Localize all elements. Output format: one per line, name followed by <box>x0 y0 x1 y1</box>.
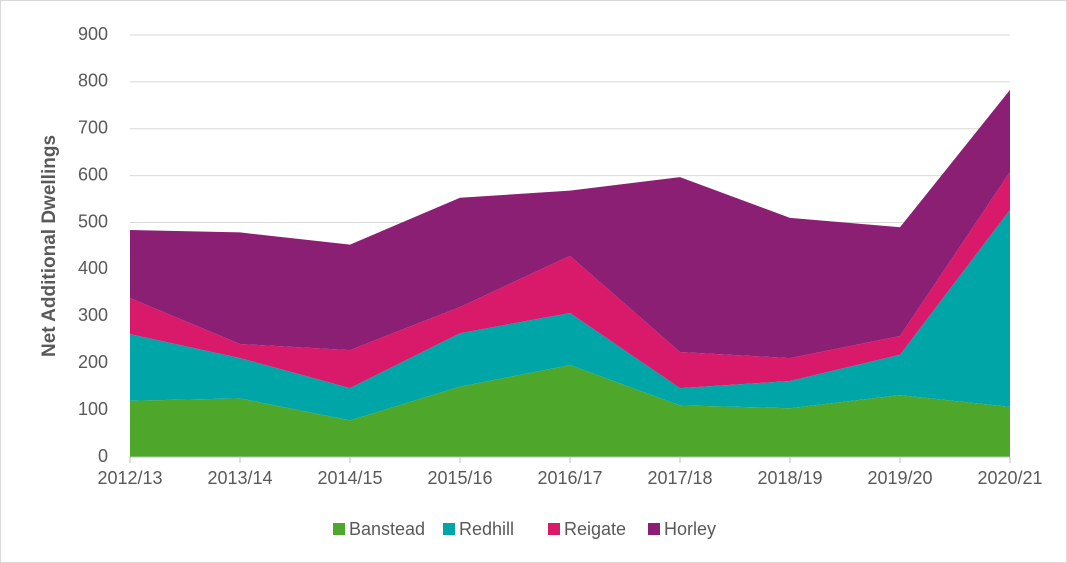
area <box>130 365 1010 457</box>
x-tick-label: 2018/19 <box>757 468 822 488</box>
legend-swatch <box>548 523 560 535</box>
area <box>130 171 1010 389</box>
legend-swatch <box>443 523 455 535</box>
y-tick-label: 700 <box>78 118 108 138</box>
y-tick-label: 200 <box>78 352 108 372</box>
y-tick-label: 500 <box>78 211 108 231</box>
y-tick-label: 300 <box>78 305 108 325</box>
y-tick-label: 0 <box>98 446 108 466</box>
x-tick-label: 2020/21 <box>977 468 1042 488</box>
x-tick-label: 2019/20 <box>867 468 932 488</box>
y-tick-label: 600 <box>78 164 108 184</box>
y-tick-label: 100 <box>78 399 108 419</box>
legend-label: Reigate <box>564 519 626 539</box>
y-tick-label: 900 <box>78 24 108 44</box>
legend-label: Horley <box>664 519 716 539</box>
area <box>130 89 1010 359</box>
legend-label: Banstead <box>349 519 425 539</box>
legend-swatch <box>333 523 345 535</box>
x-tick-label: 2017/18 <box>647 468 712 488</box>
legend-swatch <box>648 523 660 535</box>
y-axis-label: Net Additional Dwellings <box>39 135 60 357</box>
x-tick-label: 2012/13 <box>97 468 162 488</box>
x-tick-label: 2015/16 <box>427 468 492 488</box>
legend-label: Redhill <box>459 519 514 539</box>
y-tick-label: 400 <box>78 258 108 278</box>
y-tick-label: 800 <box>78 71 108 91</box>
x-tick-label: 2016/17 <box>537 468 602 488</box>
x-tick-label: 2013/14 <box>207 468 272 488</box>
area <box>130 209 1010 421</box>
x-tick-label: 2014/15 <box>317 468 382 488</box>
